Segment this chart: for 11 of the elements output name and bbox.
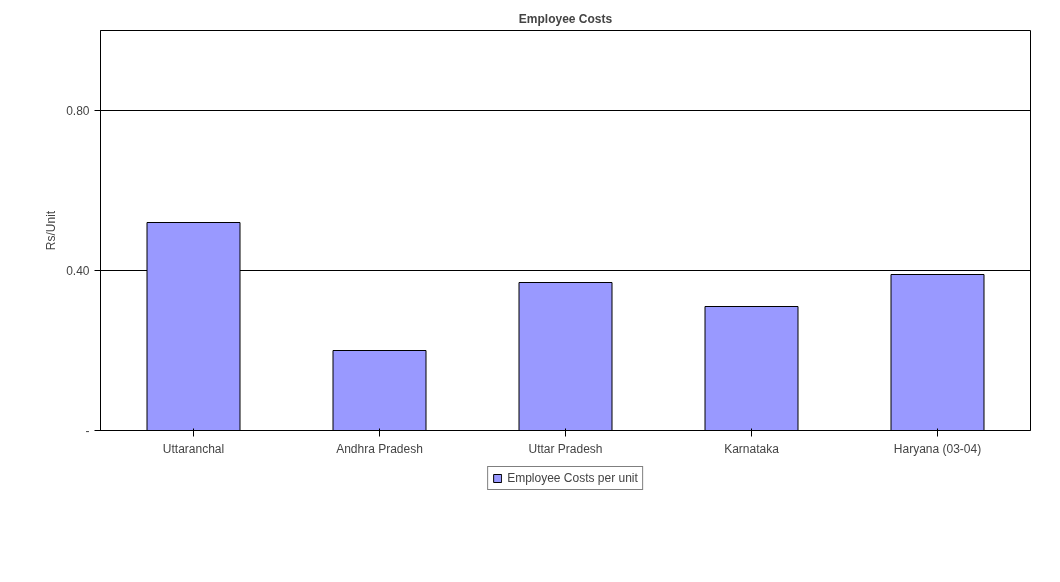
chart-title: Employee Costs <box>518 11 613 26</box>
x-tick-label: Uttar Pradesh <box>528 441 603 456</box>
y-axis-title: Rs/Unit <box>44 210 59 251</box>
y-tick-label: 0.80 <box>66 104 90 118</box>
legend-label: Employee Costs per unit <box>507 471 638 485</box>
x-tick-label: Andhra Pradesh <box>336 441 423 456</box>
x-tick-label: Uttaranchal <box>162 441 225 456</box>
x-tick-label: Haryana (03-04) <box>893 441 982 456</box>
y-tick-label: - <box>85 424 90 438</box>
x-tick-label: Karnataka <box>724 441 780 456</box>
y-tick-label: 0.40 <box>66 264 90 278</box>
